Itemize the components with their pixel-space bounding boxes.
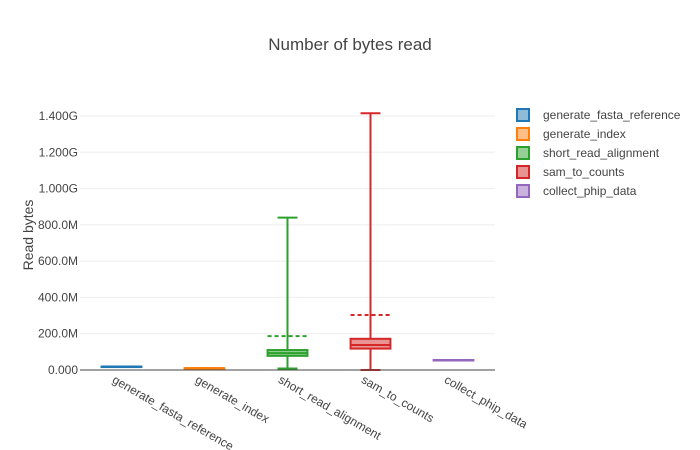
iqr-box <box>349 337 392 350</box>
y-axis-title: Read bytes <box>20 200 36 271</box>
legend-item-generate-fasta-reference[interactable]: generate_fasta_reference <box>516 108 681 122</box>
y-tick-label: 800.0M <box>38 218 78 232</box>
legend-swatch <box>516 146 530 160</box>
legend-label: generate_index <box>543 127 626 141</box>
legend-item-collect-phip-data[interactable]: collect_phip_data <box>516 184 637 198</box>
y-tick-label: 1.400G <box>39 109 78 123</box>
legend-swatch <box>516 184 530 198</box>
legend-swatch <box>516 108 530 122</box>
chart-title: Number of bytes read <box>268 35 431 54</box>
box-collect-phip-data[interactable] <box>432 359 475 362</box>
legend-label: short_read_alignment <box>543 146 660 160</box>
x-tick-label: collect_phip_data <box>442 372 530 431</box>
y-tick-label: 1.000G <box>39 182 78 196</box>
box-generate-fasta-reference[interactable] <box>100 365 143 369</box>
box-generate-index[interactable] <box>183 367 226 370</box>
legend-label: generate_fasta_reference <box>543 108 681 122</box>
legend-swatch <box>516 127 530 141</box>
x-tick-label: generate_index <box>193 372 272 425</box>
y-tick-label: 200.0M <box>38 327 78 341</box>
x-tick-label: sam_to_counts <box>359 372 436 425</box>
legend-item-short-read-alignment[interactable]: short_read_alignment <box>516 146 660 160</box>
legend-item-sam-to-counts[interactable]: sam_to_counts <box>516 165 624 179</box>
legend-label: collect_phip_data <box>543 184 637 198</box>
legend[interactable]: generate_fasta_reference generate_indexsh… <box>516 108 681 198</box>
y-tick-label: 600.0M <box>38 254 78 268</box>
box-short-read-alignment[interactable] <box>266 216 309 370</box>
y-tick-label: 0.000 <box>48 363 78 377</box>
box-series <box>100 112 475 371</box>
y-tick-label: 1.200G <box>39 145 78 159</box>
y-tick-label: 400.0M <box>38 290 78 304</box>
legend-item-generate-index[interactable]: generate_index <box>516 127 626 141</box>
legend-swatch <box>516 165 530 179</box>
legend-label: sam_to_counts <box>543 165 624 179</box>
y-axis-ticks: 0.000 200.0M 400.0M 600.0M 800.0M 1.000G 1.200… <box>38 109 78 377</box>
